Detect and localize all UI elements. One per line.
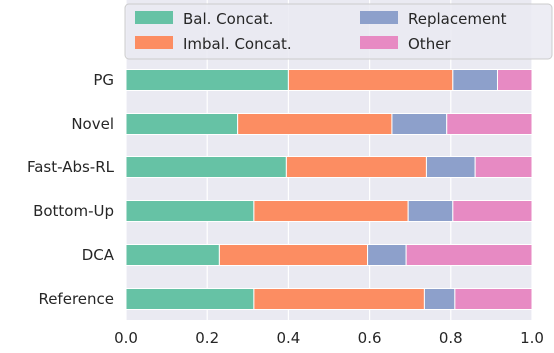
x-tick-label: 0.8 [439, 329, 463, 347]
legend-label: Imbal. Concat. [183, 35, 292, 53]
x-tick-label: 1.0 [520, 329, 544, 347]
legend-box [124, 3, 553, 60]
y-tick-label: Bottom-Up [33, 202, 114, 220]
legend-swatch [135, 36, 173, 49]
bar-pg-series-2 [452, 69, 498, 91]
legend-label: Other [408, 35, 451, 53]
legend: Bal. Concat. Imbal. Concat. Replacement Oth… [124, 3, 553, 60]
legend-swatch [360, 36, 398, 49]
bar-fast-abs-rl-series-3 [474, 156, 533, 178]
bar-bottom-up-series-3 [452, 200, 533, 222]
bar-novel-series-3 [446, 113, 533, 135]
legend-items: Bal. Concat. Imbal. Concat. Replacement Oth… [135, 10, 507, 53]
y-tick-labels: PG Novel Fast-Abs-RL Bottom-Up DCA Reference [27, 71, 115, 308]
bar-reference-series-3 [454, 288, 533, 310]
x-tick-label: 0.4 [276, 329, 300, 347]
x-tick-label: 0.6 [358, 329, 382, 347]
bar-pg-series-1 [287, 69, 454, 91]
bar-pg-series-0 [125, 69, 289, 91]
bar-novel-series-1 [237, 113, 393, 135]
bar-pg-series-3 [496, 69, 533, 91]
x-tick-label: 0.2 [195, 329, 219, 347]
y-tick-label: Fast-Abs-RL [27, 158, 115, 176]
bar-novel-series-2 [391, 113, 448, 135]
bar-dca-series-2 [367, 244, 407, 266]
legend-swatch [135, 11, 173, 24]
y-tick-label: Reference [38, 290, 114, 308]
bar-dca-series-3 [405, 244, 533, 266]
x-tick-labels: 0.0 0.2 0.4 0.6 0.8 1.0 [114, 329, 544, 347]
x-tick-label: 0.0 [114, 329, 138, 347]
bar-reference-series-1 [253, 288, 425, 310]
bar-reference-series-0 [125, 288, 255, 310]
bar-fast-abs-rl-series-1 [285, 156, 427, 178]
y-tick-label: DCA [82, 246, 115, 264]
bar-fast-abs-rl-series-0 [125, 156, 287, 178]
bar-dca-series-0 [125, 244, 220, 266]
bar-fast-abs-rl-series-2 [425, 156, 476, 178]
bars [125, 69, 533, 310]
bar-reference-series-2 [423, 288, 456, 310]
bar-bottom-up-series-2 [407, 200, 454, 222]
legend-swatch [360, 11, 398, 24]
legend-label: Bal. Concat. [183, 10, 273, 28]
bar-bottom-up-series-0 [125, 200, 255, 222]
bar-bottom-up-series-1 [253, 200, 409, 222]
bar-novel-series-0 [125, 113, 239, 135]
bar-dca-series-1 [218, 244, 369, 266]
legend-label: Replacement [408, 10, 507, 28]
y-tick-label: PG [93, 71, 114, 89]
y-tick-label: Novel [71, 115, 114, 133]
